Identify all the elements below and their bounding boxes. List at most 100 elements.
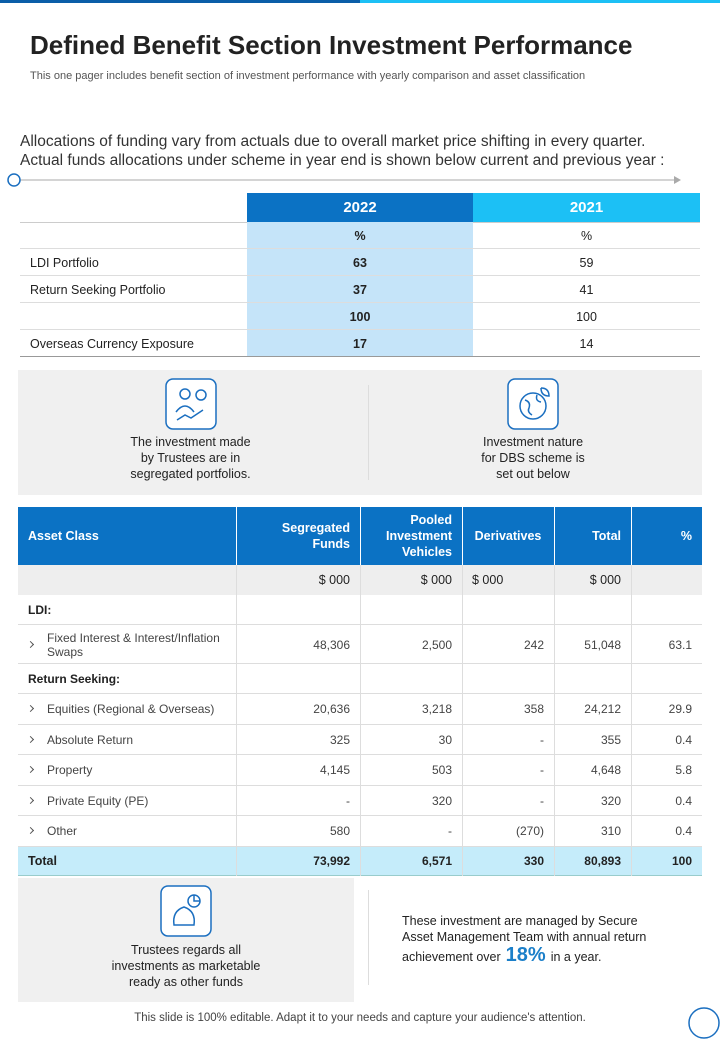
- bottom-text: investments as marketable: [111, 959, 261, 973]
- header-cell: %: [680, 529, 692, 543]
- rule: [20, 356, 700, 357]
- corner-circle: [688, 1007, 720, 1039]
- cell-2022-bg: [247, 330, 473, 357]
- chevron: [26, 766, 35, 774]
- icon-investor: [165, 378, 217, 430]
- cell: 320: [600, 793, 621, 808]
- unit: $ 000: [318, 573, 350, 587]
- col-rule: [554, 565, 555, 847]
- bottom-text: achievement over: [402, 950, 501, 964]
- bottom-text-line: achievement over 18% in a year.: [402, 944, 601, 967]
- rule: [18, 723, 702, 725]
- col-rule: [236, 507, 237, 565]
- info-text: set out below: [496, 467, 570, 481]
- icon-globe: [507, 378, 559, 430]
- chevron: [26, 705, 35, 713]
- cell-2022-bg: [247, 222, 473, 249]
- subtitle: This one pager includes benefit section …: [30, 70, 586, 82]
- cell: 37: [353, 282, 367, 297]
- row-label: Property: [47, 763, 93, 778]
- chevron: [26, 640, 35, 648]
- rule: [20, 329, 700, 330]
- header-cell: Pooled Investment Vehicles: [386, 513, 452, 559]
- unit: $ 000: [472, 573, 504, 587]
- cell: 580: [329, 824, 350, 839]
- header-cell: Segregated Funds: [281, 521, 350, 551]
- cell: 20,636: [313, 702, 350, 717]
- rule: [18, 784, 702, 786]
- col-rule: [462, 565, 463, 847]
- cell: 30: [438, 732, 452, 747]
- highlight: 18%: [505, 944, 546, 966]
- rule: [18, 845, 702, 847]
- cell: 24,212: [584, 702, 621, 717]
- cell: 0.4: [675, 793, 692, 808]
- cell: 0.4: [675, 732, 692, 747]
- cell: 4,145: [319, 763, 350, 778]
- row-label: LDI Portfolio: [30, 255, 99, 270]
- row-label: Equities (Regional & Overseas): [47, 702, 215, 717]
- cell: 330: [523, 854, 544, 868]
- bottom-text: ready as other funds: [129, 975, 243, 989]
- info-text: segregated portfolios.: [130, 467, 251, 481]
- col-rule: [236, 846, 237, 876]
- top-bar: [0, 0, 360, 3]
- rule: [20, 302, 700, 303]
- rule: [18, 754, 702, 755]
- cell: 325: [329, 732, 350, 747]
- cell: -: [540, 732, 544, 747]
- cell: 100: [576, 309, 597, 324]
- cell: 310: [600, 824, 621, 839]
- bottom-text: These investment are managed by Secure: [402, 914, 638, 928]
- cell: 63.1: [668, 637, 692, 652]
- row-label: Private Equity (PE): [47, 793, 149, 808]
- divider: [368, 890, 369, 985]
- row-label: Return Seeking Portfolio: [30, 282, 166, 297]
- rule: [20, 275, 700, 276]
- cell: 320: [431, 793, 452, 808]
- col-rule: [462, 846, 463, 876]
- slider: [7, 173, 681, 187]
- cell: 100: [671, 854, 692, 868]
- cell: (270): [515, 824, 544, 839]
- cell: 59: [579, 255, 594, 270]
- info-panel: [18, 370, 702, 495]
- cell: 29.9: [668, 702, 692, 717]
- cell: 4,648: [590, 763, 621, 778]
- intro-line: Actual funds allocations under scheme in…: [20, 152, 665, 169]
- cell: 2,500: [421, 637, 452, 652]
- cell: %: [354, 228, 366, 243]
- row-label: Absolute Return: [47, 732, 134, 747]
- cell: 503: [431, 763, 452, 778]
- cell: 63: [353, 255, 367, 270]
- col-rule: [554, 846, 555, 876]
- icon-funds: [160, 885, 212, 937]
- cell: 3,218: [421, 702, 452, 717]
- cell-2022-bg: [247, 303, 473, 330]
- cell: -: [540, 763, 544, 778]
- info-text: The investment made: [130, 435, 251, 449]
- cell: 14: [579, 336, 594, 351]
- cell: -: [540, 793, 544, 808]
- cell: 41: [579, 282, 594, 297]
- chevron: [26, 827, 35, 835]
- cell: 17: [353, 336, 367, 351]
- chevron: [26, 735, 35, 743]
- cell: 0.4: [675, 824, 692, 839]
- header-cell: Total: [592, 529, 621, 543]
- section-title: Return Seeking:: [28, 672, 121, 686]
- col-rule: [360, 507, 361, 565]
- info-text: Investment nature: [482, 435, 584, 449]
- header-cell: Derivatives: [474, 529, 542, 543]
- chevron: [26, 796, 35, 804]
- unit: $ 000: [420, 573, 452, 587]
- header-cell: 2022: [247, 193, 473, 222]
- cell: %: [580, 228, 593, 243]
- cell: 355: [600, 732, 621, 747]
- row-label: Overseas Currency Exposure: [30, 336, 194, 351]
- info-text: for DBS scheme is: [481, 451, 585, 465]
- section-title: LDI:: [28, 603, 52, 617]
- info-text: by Trustees are in: [140, 451, 241, 465]
- bottom-text: Trustees regards all: [131, 943, 241, 957]
